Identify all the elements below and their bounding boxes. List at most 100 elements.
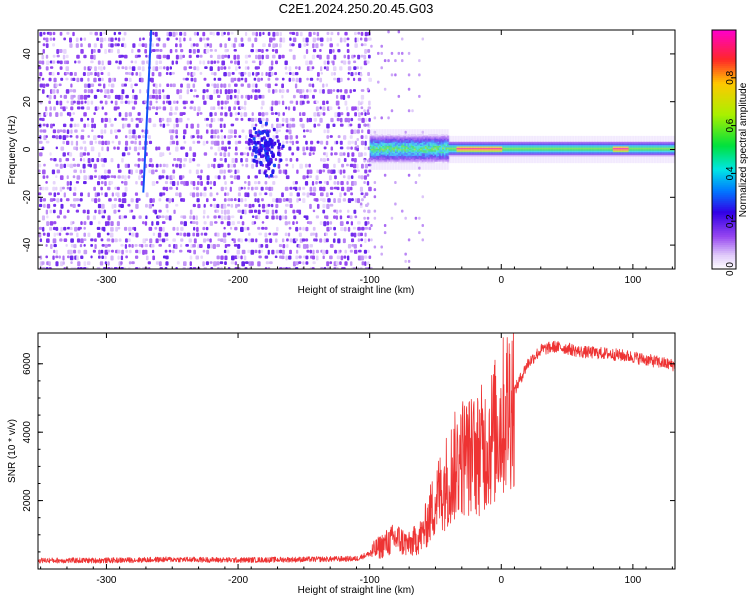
heatmap-cell bbox=[579, 144, 582, 147]
heatmap-cell bbox=[544, 154, 548, 157]
heatmap-cell bbox=[448, 144, 451, 147]
heatmap-cell bbox=[162, 54, 167, 59]
heatmap-cell bbox=[401, 151, 404, 154]
heatmap-cell bbox=[216, 244, 220, 248]
heatmap-cell bbox=[172, 163, 175, 167]
heatmap-cell bbox=[435, 147, 439, 149]
heatmap-cell bbox=[383, 59, 387, 63]
heatmap-cell bbox=[274, 175, 278, 179]
heatmap-cell bbox=[135, 232, 139, 238]
heatmap-cell bbox=[496, 148, 499, 151]
heatmap-cell bbox=[548, 148, 551, 151]
heatmap-cell bbox=[581, 153, 584, 156]
heatmap-halo bbox=[401, 129, 404, 170]
heatmap-cell bbox=[235, 203, 238, 209]
heatmap-cell bbox=[76, 77, 80, 83]
heatmap-cell bbox=[332, 89, 336, 92]
heatmap-cell bbox=[252, 158, 256, 163]
heatmap-cell bbox=[394, 138, 398, 141]
heatmap-cell bbox=[351, 244, 355, 247]
heatmap-cell bbox=[96, 192, 100, 197]
heatmap-cell bbox=[574, 144, 578, 147]
heatmap-cell bbox=[415, 135, 418, 138]
heatmap-cell bbox=[458, 150, 461, 153]
heatmap-halo bbox=[582, 135, 586, 164]
heatmap-cell bbox=[529, 154, 532, 157]
heatmap-cell bbox=[364, 221, 368, 226]
heatmap-cell bbox=[337, 106, 341, 110]
heatmap-cell bbox=[380, 158, 383, 161]
heatmap-cell bbox=[69, 163, 74, 169]
heatmap-cell bbox=[587, 143, 590, 146]
heatmap-cell bbox=[462, 147, 466, 150]
heatmap-cell bbox=[93, 77, 97, 83]
heatmap-cell bbox=[284, 232, 288, 237]
heatmap-cell bbox=[131, 244, 134, 248]
heatmap-cell bbox=[393, 161, 396, 164]
heatmap-cell bbox=[106, 146, 110, 152]
heatmap-cell bbox=[336, 89, 340, 93]
heatmap-cell bbox=[267, 166, 271, 171]
heatmap-cell bbox=[113, 209, 117, 214]
heatmap-cell bbox=[330, 152, 333, 156]
heatmap-cell bbox=[347, 175, 351, 180]
heatmap-cell bbox=[371, 149, 374, 152]
heatmap-cell bbox=[396, 144, 399, 146]
heatmap-cell bbox=[582, 151, 586, 154]
heatmap-cell bbox=[144, 238, 149, 241]
heatmap-cell bbox=[189, 146, 192, 152]
heatmap-cell bbox=[241, 221, 245, 226]
heatmap-cell bbox=[578, 141, 581, 144]
heatmap-cell bbox=[434, 141, 437, 144]
heatmap-cell bbox=[562, 141, 565, 144]
heatmap-cell bbox=[375, 137, 379, 139]
heatmap-cell bbox=[398, 135, 401, 138]
heatmap-cell bbox=[374, 148, 377, 151]
heatmap-cell bbox=[467, 143, 470, 146]
heatmap-cell bbox=[428, 161, 431, 164]
heatmap-cell bbox=[410, 135, 413, 138]
heatmap-cell bbox=[532, 146, 535, 148]
heatmap-cell bbox=[251, 163, 255, 169]
heatmap-cell bbox=[233, 198, 237, 202]
heatmap-cell bbox=[292, 221, 295, 225]
heatmap-cell bbox=[72, 192, 77, 196]
heatmap-cell bbox=[393, 157, 396, 159]
heatmap-cell bbox=[93, 175, 97, 179]
heatmap-cell bbox=[410, 141, 413, 144]
heatmap-cell bbox=[221, 60, 226, 66]
heatmap-cell bbox=[100, 175, 104, 179]
heatmap-cell bbox=[90, 238, 94, 242]
heatmap-cell bbox=[387, 148, 390, 151]
heatmap-cell bbox=[192, 221, 196, 225]
heatmap-cell bbox=[410, 159, 413, 162]
heatmap-cell bbox=[503, 153, 507, 156]
heatmap-cell bbox=[379, 145, 382, 148]
heatmap-cell bbox=[291, 163, 295, 169]
heatmap-cell bbox=[396, 148, 399, 151]
heatmap-cell bbox=[250, 238, 255, 243]
heatmap-cell bbox=[603, 151, 606, 154]
heatmap-cell bbox=[369, 159, 372, 162]
heatmap-cell bbox=[372, 135, 376, 138]
heatmap-cell bbox=[396, 142, 399, 145]
heatmap-cell bbox=[312, 37, 317, 43]
heatmap-cell bbox=[494, 153, 497, 156]
heatmap-cell bbox=[138, 249, 142, 254]
heatmap-cell bbox=[292, 94, 296, 99]
heatmap-cell bbox=[573, 150, 576, 153]
heatmap-cell bbox=[363, 159, 366, 163]
heatmap-cell bbox=[133, 226, 137, 232]
heatmap-cell bbox=[315, 106, 319, 112]
heatmap-cell bbox=[556, 147, 559, 150]
heatmap-cell bbox=[55, 135, 59, 140]
heatmap-halo bbox=[601, 135, 605, 164]
heatmap-cell bbox=[459, 150, 462, 153]
heatmap-cell bbox=[505, 143, 508, 146]
heatmap-cell bbox=[557, 151, 560, 154]
heatmap-cell bbox=[440, 134, 443, 136]
heatmap-cell bbox=[540, 147, 543, 150]
heatmap-halo bbox=[559, 135, 562, 164]
heatmap-cell bbox=[407, 135, 410, 138]
heatmap-cell bbox=[344, 89, 348, 94]
